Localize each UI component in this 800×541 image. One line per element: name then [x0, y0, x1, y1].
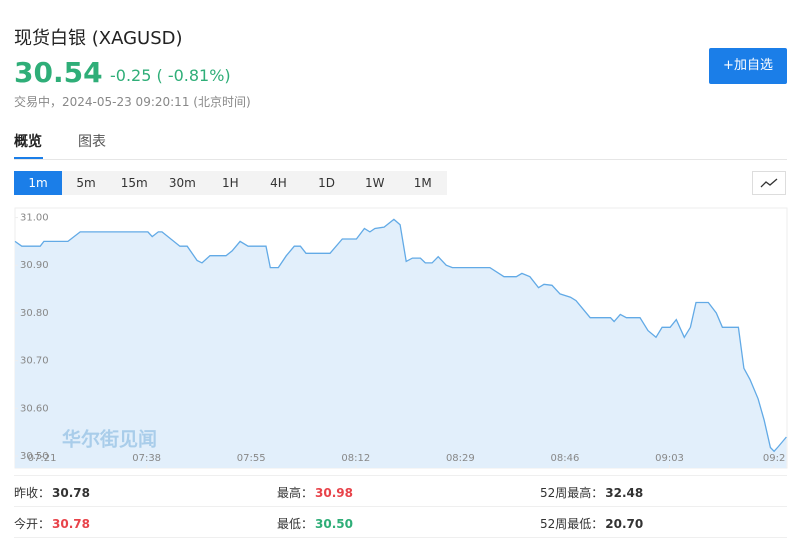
line [14, 218, 787, 453]
stat-label: 昨收： [14, 486, 51, 500]
x-tick-label: 09:2 [763, 453, 785, 464]
stat: 今开： 30.78 [14, 515, 90, 532]
y-tick-label: 30.80 [20, 308, 49, 319]
tab[interactable]: 图表 [78, 134, 106, 150]
change: -0.25 ( -0.81%) [110, 66, 231, 85]
icon [760, 178, 778, 188]
interval-button[interactable]: 1M [413, 176, 432, 190]
y-tick-label: 30.50 [20, 451, 49, 462]
stat: 昨收： 30.78 [14, 484, 90, 501]
stat-label: 最高： [277, 486, 314, 500]
stat-label: 今开： [14, 517, 51, 531]
interval-bar [14, 171, 447, 195]
stat: 最高： 30.98 [277, 484, 353, 501]
chart: W 华尔街见闻30.5030.6030.7030.8030.9031.0007:… [14, 207, 788, 469]
y-tick-label: 30.90 [20, 260, 49, 271]
stat-label: 52周最低： [540, 517, 604, 531]
x-tick-label: 08:12 [341, 453, 370, 464]
y-tick-label: 30.70 [20, 356, 49, 367]
x-tick-label: 07:55 [237, 453, 266, 464]
x-tick-label: 08:46 [551, 453, 580, 464]
tab[interactable]: 概览 [14, 134, 42, 150]
y-tick-label: 31.00 [20, 213, 49, 224]
interval-button[interactable]: 5m [76, 176, 96, 190]
stat-value: 32.48 [605, 486, 644, 500]
stat-label: 52周最高： [540, 486, 604, 500]
interval-button[interactable]: 1m [14, 171, 62, 195]
separator [14, 475, 787, 476]
stat-value: 30.78 [52, 517, 90, 531]
watermark: 华尔街见闻 [62, 428, 157, 451]
interval-button[interactable]: 1D [318, 176, 336, 190]
interval-button[interactable]: 15m [120, 176, 148, 190]
stat-label: 最低： [277, 517, 314, 531]
stat: 最低： 30.50 [277, 515, 353, 532]
stat-value: 30.98 [315, 486, 353, 500]
area [15, 219, 787, 468]
separator [14, 159, 787, 160]
separator [14, 506, 787, 507]
x-tick-label: 08:29 [446, 453, 475, 464]
interval-button[interactable]: 4H [270, 176, 287, 190]
stat-value: 30.50 [315, 517, 353, 531]
tab-indicator [14, 157, 43, 159]
interval-button[interactable]: 30m [168, 176, 196, 190]
x-tick-label: 09:03 [655, 453, 684, 464]
x-tick-label: 07:38 [132, 453, 161, 464]
x-tick-label: 07:21 [28, 453, 57, 464]
separator [14, 537, 787, 538]
stat-value: 20.70 [605, 517, 644, 531]
chart-style-button[interactable] [752, 171, 786, 195]
y-tick-label: 30.60 [20, 403, 49, 414]
add-watchlist-button[interactable]: +加自选 [709, 48, 787, 84]
stat-value: 30.78 [52, 486, 90, 500]
status: 交易中，2024-05-23 09:20:11 (北京时间) [14, 95, 251, 109]
price: 30.54 [14, 56, 103, 89]
title: 现货白银 (XAGUSD) [14, 28, 183, 49]
stat: 52周最高： 32.48 [540, 484, 643, 501]
interval-button[interactable]: 1W [364, 176, 385, 190]
stat: 52周最低： 20.70 [540, 515, 643, 532]
interval-button[interactable]: 1H [222, 176, 239, 190]
